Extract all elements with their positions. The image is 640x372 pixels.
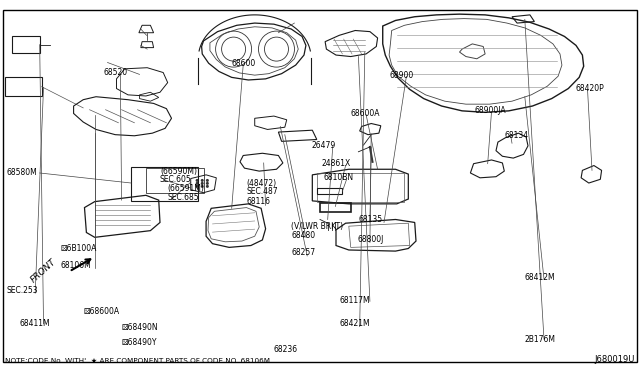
Text: (V/LWR BRKT): (V/LWR BRKT): [291, 222, 343, 231]
Text: 68900JA: 68900JA: [475, 106, 506, 115]
Circle shape: [196, 182, 198, 185]
Text: J680019U: J680019U: [595, 355, 635, 364]
Text: 68600A: 68600A: [351, 109, 380, 118]
Text: 68116: 68116: [246, 198, 270, 206]
Text: SEC.253: SEC.253: [6, 286, 38, 295]
Text: (66590M): (66590M): [160, 167, 197, 176]
Circle shape: [206, 185, 209, 188]
Text: (66591M): (66591M): [168, 185, 205, 193]
Circle shape: [201, 182, 204, 185]
Text: 68412M: 68412M: [525, 273, 556, 282]
Text: 68106M: 68106M: [61, 261, 92, 270]
Text: 68236: 68236: [274, 345, 298, 354]
Text: 68520: 68520: [104, 68, 128, 77]
Text: 2B176M: 2B176M: [525, 335, 556, 344]
Text: 68257: 68257: [291, 248, 316, 257]
Text: 26479: 26479: [312, 141, 336, 150]
Circle shape: [206, 182, 209, 185]
Text: ⚄68490Y: ⚄68490Y: [122, 339, 157, 347]
Text: ⚄68600A: ⚄68600A: [83, 307, 119, 316]
Circle shape: [201, 185, 204, 188]
Text: SEC.685: SEC.685: [168, 193, 199, 202]
Circle shape: [206, 179, 209, 182]
Text: ⚄6B100A: ⚄6B100A: [61, 244, 97, 253]
Text: 68421M: 68421M: [339, 319, 370, 328]
Text: 24861X: 24861X: [321, 159, 351, 168]
Circle shape: [196, 185, 198, 188]
Text: 68600: 68600: [232, 60, 256, 68]
Circle shape: [201, 179, 204, 182]
Text: SEC.487: SEC.487: [246, 187, 278, 196]
Text: 68800J: 68800J: [357, 235, 383, 244]
Circle shape: [196, 179, 198, 182]
Text: (48472): (48472): [246, 179, 276, 187]
Text: 68480: 68480: [291, 231, 316, 240]
Text: 68900: 68900: [389, 71, 413, 80]
Text: SEC.605: SEC.605: [160, 175, 192, 184]
Text: FRONT: FRONT: [29, 257, 58, 285]
Text: 68580M: 68580M: [6, 168, 37, 177]
Text: 68420P: 68420P: [576, 84, 605, 93]
Text: 68117M: 68117M: [339, 296, 370, 305]
Text: NOTE:CODE No. WITH'  ★ ARE COMPONENT PARTS OF CODE NO. 68106M.: NOTE:CODE No. WITH' ★ ARE COMPONENT PART…: [5, 358, 272, 364]
Text: 68134: 68134: [504, 131, 529, 140]
Text: 68411M: 68411M: [19, 319, 50, 328]
Text: ⚄68490N: ⚄68490N: [122, 323, 158, 332]
Text: 68135: 68135: [358, 215, 383, 224]
Text: 6810BN: 6810BN: [323, 173, 353, 182]
